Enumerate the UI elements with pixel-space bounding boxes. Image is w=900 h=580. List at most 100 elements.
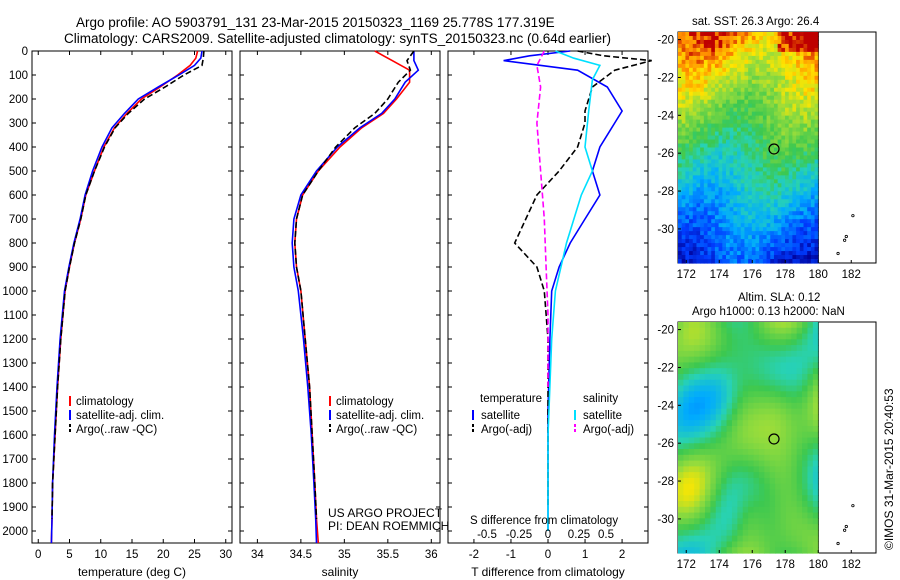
map-cell	[799, 119, 805, 125]
map-cell	[700, 111, 705, 117]
map-cell	[791, 391, 798, 398]
map-cell	[781, 67, 786, 73]
map-cell	[718, 151, 723, 157]
map-cell	[726, 460, 733, 467]
map-cell	[718, 79, 723, 85]
map-cell	[766, 223, 771, 228]
map-cell	[812, 391, 819, 398]
map-cell	[733, 163, 738, 169]
map-cell	[810, 95, 816, 101]
map-cell	[775, 506, 782, 514]
map-cell	[755, 247, 760, 252]
map-cell	[748, 443, 755, 450]
map-cell	[796, 247, 801, 252]
map-cell	[740, 223, 746, 228]
map-cell	[726, 339, 733, 346]
map-cell	[711, 175, 716, 180]
map-cell	[748, 251, 753, 256]
map-cell	[755, 91, 760, 97]
map-cell	[792, 71, 797, 77]
map-cell	[707, 143, 712, 149]
map-cell	[748, 107, 753, 113]
map-cell	[777, 151, 782, 157]
map-cell	[737, 151, 742, 157]
map-cell	[777, 99, 782, 105]
map-cell	[796, 350, 803, 358]
map-cell	[759, 259, 764, 264]
map-cell	[737, 402, 744, 410]
map-cell	[699, 541, 706, 548]
sdiff-label: S difference from climatology	[470, 515, 618, 527]
map-cell	[812, 373, 819, 381]
map-cell	[775, 472, 782, 479]
map-cell	[721, 322, 728, 329]
map-cell	[781, 171, 786, 176]
map-cell	[718, 71, 723, 77]
map-cell	[802, 512, 809, 519]
map-cell	[689, 231, 694, 236]
map-cell	[792, 211, 797, 216]
map-cell	[812, 477, 819, 485]
map-cell	[711, 115, 716, 121]
map-cell	[796, 368, 803, 375]
map-cell	[785, 489, 792, 496]
map-cell	[810, 43, 816, 49]
map-cell	[683, 437, 690, 444]
map-cell	[729, 119, 734, 125]
map-cell	[775, 333, 782, 340]
map-cell	[704, 449, 711, 456]
temperature-xtick-label: 25	[188, 549, 201, 561]
map-cell	[742, 402, 749, 410]
map-cell	[714, 115, 720, 121]
map-cell	[742, 385, 749, 392]
map-cell	[777, 39, 782, 45]
map-cell	[810, 123, 816, 129]
map-cell	[692, 119, 698, 125]
map-cell	[785, 408, 792, 416]
map-cell	[751, 43, 757, 49]
map-cell	[729, 95, 734, 101]
map-cell	[766, 47, 771, 53]
map-cell	[678, 207, 683, 212]
map-cell	[748, 477, 755, 485]
map-cell	[812, 333, 819, 340]
map-cell	[764, 454, 771, 462]
map-cell	[700, 235, 705, 240]
map-cell	[685, 155, 690, 161]
map-cell	[742, 368, 749, 375]
map-cell	[689, 187, 694, 192]
map-cell	[759, 55, 764, 61]
map-cell	[785, 187, 790, 192]
map-cell	[683, 506, 690, 514]
map-cell	[770, 51, 775, 57]
map-cell	[742, 524, 749, 531]
map-cell	[733, 223, 738, 228]
argo-float-marker	[768, 143, 780, 155]
map-cell	[711, 107, 716, 113]
map-cell	[718, 51, 723, 57]
map-cell	[777, 115, 782, 121]
map-cell	[759, 215, 764, 220]
legend-label: satellite	[583, 410, 622, 422]
map-cell	[718, 183, 723, 188]
map-cell	[775, 373, 782, 381]
map-cell	[681, 147, 686, 153]
map-cell	[726, 414, 733, 421]
map-cell	[722, 167, 727, 172]
map-cell	[799, 215, 805, 220]
map-cell	[748, 243, 753, 248]
map-cell	[681, 87, 686, 93]
map-cell	[703, 191, 709, 196]
legend-label: climatology	[336, 396, 394, 408]
map-cell	[777, 175, 782, 180]
map-cell	[740, 139, 746, 145]
map-cell	[769, 322, 776, 329]
map-cell	[725, 107, 731, 113]
map-cell	[781, 35, 786, 41]
map-cell	[692, 143, 698, 149]
map-cell	[725, 55, 731, 61]
map-cell	[685, 107, 690, 113]
map-cell	[694, 472, 701, 479]
map-cell	[748, 408, 755, 416]
map-cell	[812, 529, 819, 537]
